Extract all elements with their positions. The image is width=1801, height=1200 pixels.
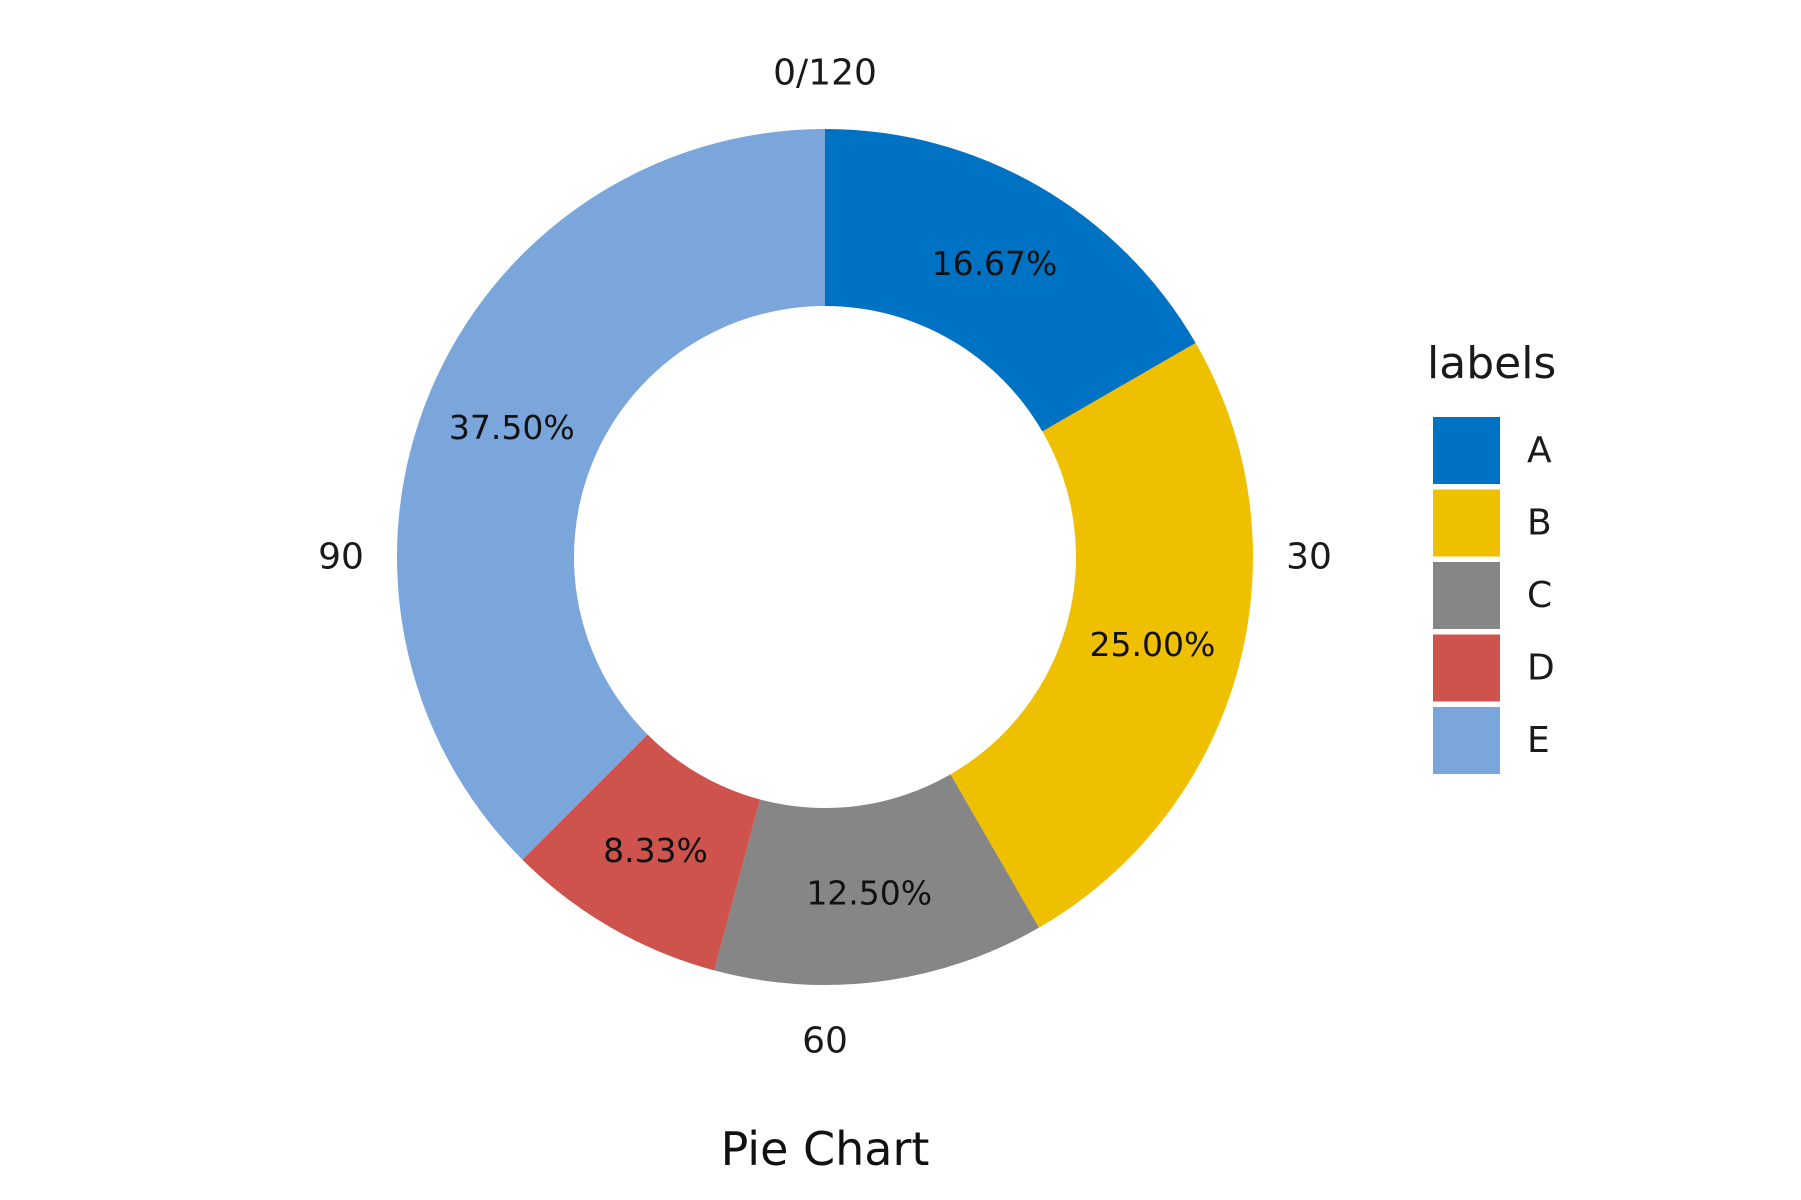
slice-a <box>825 129 1196 432</box>
percent-label-e: 37.50% <box>449 408 575 447</box>
legend-label-a: A <box>1527 430 1552 471</box>
legend-swatch-c <box>1433 562 1500 629</box>
legend-label-d: D <box>1527 648 1555 689</box>
angle-tick-label: 30 <box>1286 537 1332 578</box>
legend-label-e: E <box>1527 720 1550 761</box>
slice-b <box>950 343 1253 928</box>
legend-swatch-a <box>1433 417 1500 484</box>
angle-tick-label: 90 <box>318 537 364 578</box>
slice-d <box>522 734 761 971</box>
percent-label-d: 8.33% <box>603 831 708 870</box>
angle-tick-label: 0/120 <box>773 53 877 94</box>
slice-e <box>396 129 825 860</box>
legend-swatch-b <box>1433 489 1500 557</box>
percent-label-a: 16.67% <box>932 244 1058 283</box>
angle-tick-label: 60 <box>802 1021 848 1062</box>
percent-labels: 16.67% 25.00% 12.50% 8.33% 37.50% <box>449 244 1215 913</box>
legend-title: labels <box>1427 338 1556 389</box>
legend-label-c: C <box>1527 575 1552 616</box>
legend-swatch-d <box>1433 634 1500 702</box>
percent-label-c: 12.50% <box>806 874 932 913</box>
legend-label-b: B <box>1527 503 1552 544</box>
slice-c <box>714 774 1039 985</box>
legend-swatch-e <box>1433 707 1500 774</box>
percent-label-b: 25.00% <box>1090 625 1216 664</box>
angle-axis-labels: 0/120 30 60 90 <box>318 53 1332 1062</box>
donut-slices <box>396 129 1253 985</box>
chart-title: Pie Chart <box>721 1122 930 1176</box>
